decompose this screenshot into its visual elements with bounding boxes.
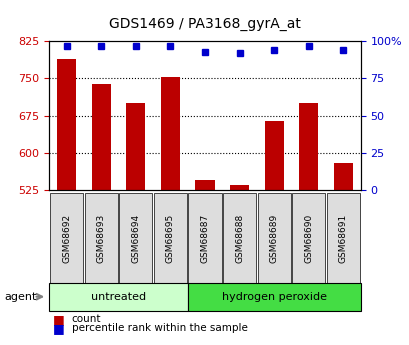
Text: GSM68688: GSM68688: [234, 214, 243, 263]
Bar: [195, 180, 214, 190]
Bar: [229, 185, 249, 190]
Text: GDS1469 / PA3168_gyrA_at: GDS1469 / PA3168_gyrA_at: [109, 17, 300, 31]
Text: GSM68693: GSM68693: [97, 214, 106, 263]
Bar: [299, 103, 318, 190]
Text: GSM68694: GSM68694: [131, 214, 140, 263]
Text: GSM68695: GSM68695: [166, 214, 175, 263]
Text: GSM68691: GSM68691: [338, 214, 347, 263]
Bar: [57, 59, 76, 190]
Bar: [160, 77, 180, 190]
Text: percentile rank within the sample: percentile rank within the sample: [72, 324, 247, 333]
Text: GSM68689: GSM68689: [269, 214, 278, 263]
Bar: [126, 103, 145, 190]
Bar: [333, 162, 352, 190]
Text: ■: ■: [53, 322, 65, 335]
Bar: [264, 120, 283, 190]
Bar: [91, 85, 110, 190]
Text: GSM68692: GSM68692: [62, 214, 71, 263]
Text: GSM68687: GSM68687: [200, 214, 209, 263]
Text: hydrogen peroxide: hydrogen peroxide: [221, 292, 326, 302]
Text: agent: agent: [4, 292, 36, 302]
Text: count: count: [72, 314, 101, 324]
Text: untreated: untreated: [91, 292, 146, 302]
Text: GSM68690: GSM68690: [303, 214, 312, 263]
Text: ■: ■: [53, 313, 65, 326]
